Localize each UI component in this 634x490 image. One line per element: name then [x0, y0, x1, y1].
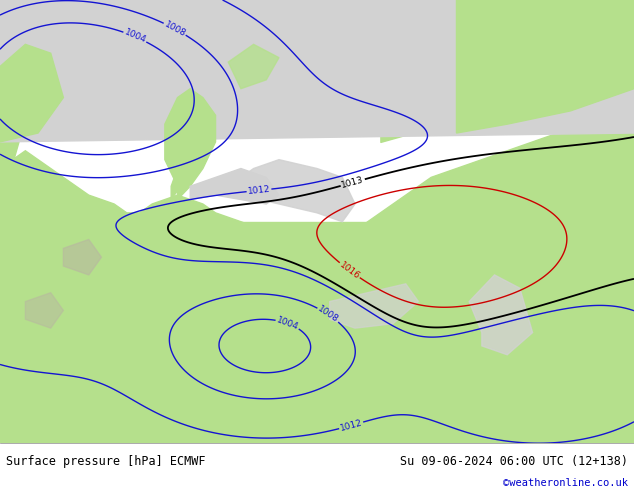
Text: 1013: 1013	[340, 175, 365, 190]
Text: ©weatheronline.co.uk: ©weatheronline.co.uk	[503, 478, 628, 488]
Text: 1012: 1012	[247, 185, 271, 196]
Polygon shape	[0, 44, 63, 142]
Polygon shape	[0, 18, 51, 62]
Polygon shape	[165, 89, 216, 199]
Polygon shape	[469, 275, 533, 355]
Text: 1008: 1008	[162, 20, 187, 38]
Polygon shape	[25, 293, 63, 328]
Text: 1016: 1016	[338, 260, 361, 281]
Polygon shape	[171, 169, 184, 199]
Text: 1008: 1008	[316, 304, 340, 325]
Text: 1004: 1004	[123, 28, 147, 45]
Text: Su 09-06-2024 06:00 UTC (12+138): Su 09-06-2024 06:00 UTC (12+138)	[399, 455, 628, 468]
Polygon shape	[63, 240, 101, 275]
Polygon shape	[456, 0, 634, 133]
Text: 1004: 1004	[275, 315, 300, 332]
Text: 1012: 1012	[339, 418, 363, 433]
Text: Surface pressure [hPa] ECMWF: Surface pressure [hPa] ECMWF	[6, 455, 206, 468]
Polygon shape	[0, 106, 634, 443]
Polygon shape	[495, 0, 634, 89]
Polygon shape	[330, 284, 418, 328]
Polygon shape	[241, 160, 355, 221]
Polygon shape	[190, 169, 279, 204]
Polygon shape	[0, 58, 32, 169]
Polygon shape	[228, 44, 279, 89]
